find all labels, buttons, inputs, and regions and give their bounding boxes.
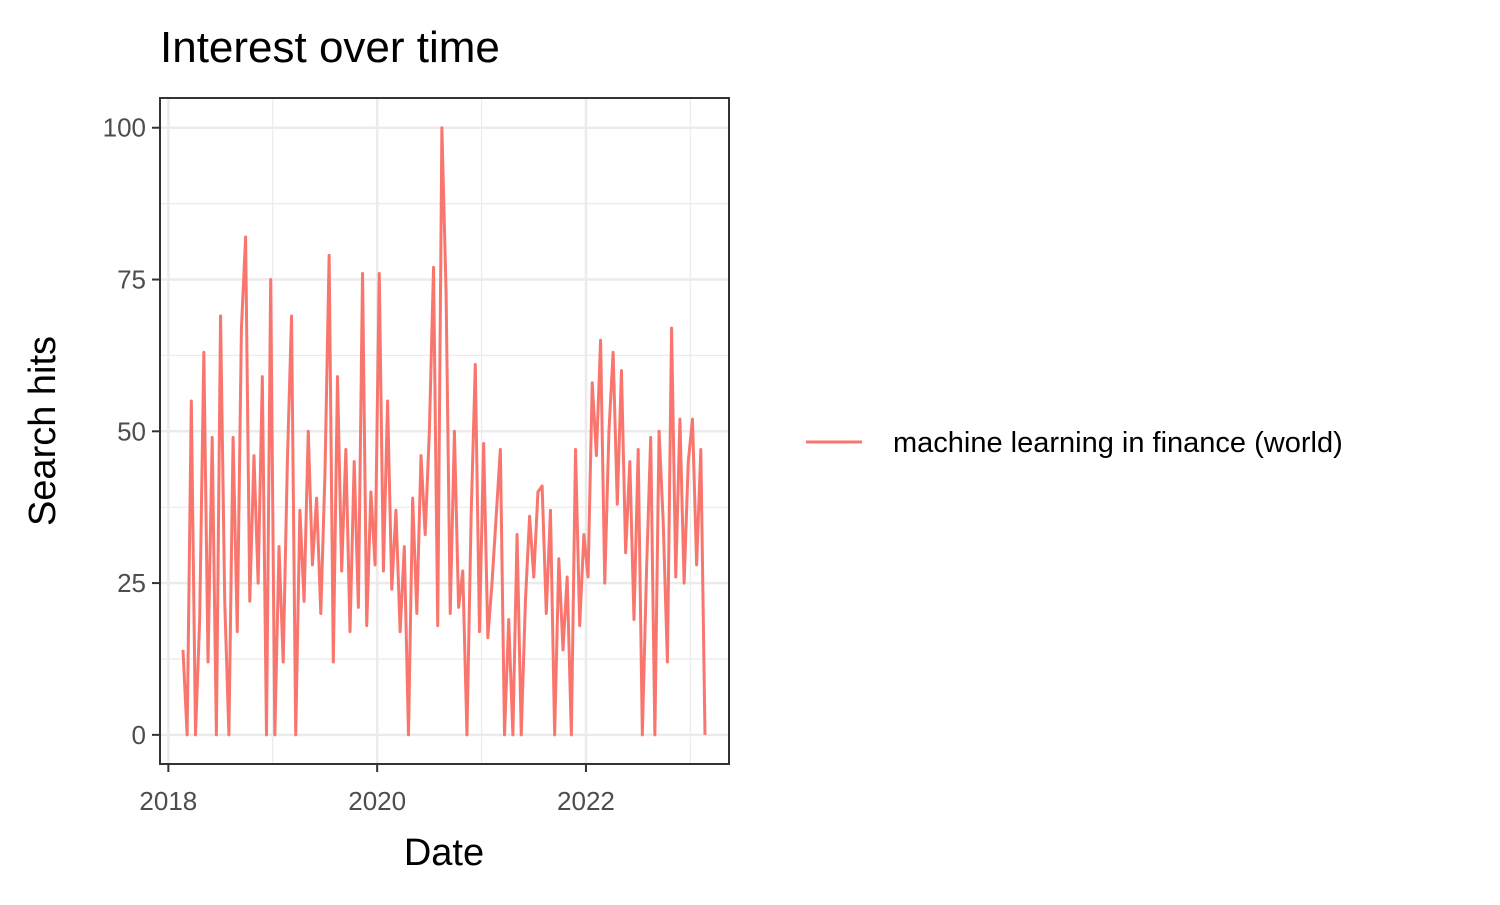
x-axis-title: Date (404, 832, 484, 874)
x-tick-label: 2022 (557, 786, 615, 816)
y-tick-label: 100 (103, 113, 146, 143)
y-tick-label: 0 (132, 720, 146, 750)
x-tick-label: 2018 (139, 786, 197, 816)
panel-border (159, 97, 730, 765)
y-axis-title: Search hits (22, 336, 64, 526)
y-tick-label: 25 (117, 568, 146, 598)
series-line (181, 126, 707, 737)
legend-label: machine learning in finance (world) (893, 427, 1343, 459)
chart-title: Interest over time (160, 23, 500, 72)
x-tick-label: 2020 (348, 786, 406, 816)
y-tick-label: 50 (117, 416, 146, 446)
y-tick-label: 75 (117, 265, 146, 295)
